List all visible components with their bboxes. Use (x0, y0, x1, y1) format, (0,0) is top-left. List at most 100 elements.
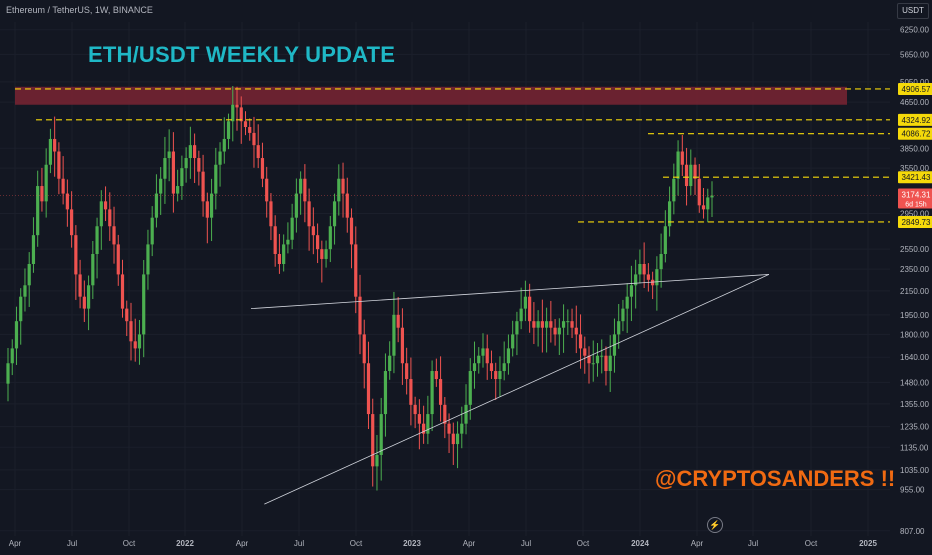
y-tick-label: 1640.00 (900, 353, 929, 362)
candle-body (706, 197, 710, 210)
resistance-zone-layer (15, 86, 847, 105)
candle-body (667, 201, 672, 227)
price-level-label: 2849.73 (902, 218, 931, 227)
x-tick-label: Oct (577, 539, 590, 548)
candle-body (413, 404, 417, 415)
candle-body (460, 423, 464, 434)
candle-body (430, 371, 434, 415)
candle-body (176, 186, 180, 194)
price-level-label: 3421.43 (902, 173, 931, 182)
candle-body (600, 355, 604, 357)
candle-body (375, 454, 379, 467)
candle-body (583, 348, 587, 356)
candle-body (625, 296, 629, 309)
candle-body (472, 363, 477, 372)
y-tick-label: 2550.00 (900, 245, 929, 254)
candle-body (345, 193, 349, 218)
candle-body (502, 363, 506, 372)
candle-body (273, 226, 277, 255)
candle-body (477, 355, 481, 364)
candle-body (595, 355, 600, 364)
resistance-zone (15, 86, 847, 105)
x-tick-label: 2024 (631, 539, 649, 548)
candle-body (10, 348, 14, 364)
candle-body (57, 151, 61, 179)
x-tick-label: 2025 (859, 539, 877, 548)
current-price-label-bg (898, 188, 932, 209)
candle-body (523, 296, 527, 309)
candle-body (36, 186, 40, 236)
candle-body (116, 244, 120, 275)
tradingview-logo-icon: ⚡ (707, 517, 723, 533)
candle-body (27, 263, 31, 286)
candle-body (214, 164, 218, 194)
x-tick-label: 2023 (403, 539, 421, 548)
candle-body (447, 423, 451, 434)
candle-body (226, 121, 231, 139)
candle-body (14, 321, 19, 349)
y-tick-label: 955.00 (900, 486, 925, 495)
candle-body (354, 244, 358, 297)
candle-body (498, 371, 502, 380)
y-tick-label: 3850.00 (900, 144, 929, 153)
y-tick-label: 1135.00 (900, 443, 929, 452)
candle-body (651, 279, 655, 286)
candle-body (40, 186, 44, 202)
chart-annotation-title: ETH/USDT WEEKLY UPDATE (88, 42, 396, 67)
candle-body (617, 321, 621, 335)
y-tick-label: 4650.00 (900, 98, 929, 107)
candle-body (485, 348, 489, 364)
candle-body (282, 244, 286, 264)
currency-button[interactable]: USDT (897, 3, 929, 19)
candle-body (239, 107, 243, 122)
candle-body (142, 274, 146, 335)
candle-body (426, 414, 430, 434)
candle-body (358, 296, 362, 335)
candle-body (252, 132, 256, 146)
candle-body (146, 244, 150, 275)
candle-body (379, 414, 383, 455)
candle-body (243, 121, 248, 128)
y-tick-label: 1950.00 (900, 311, 929, 320)
candle-body (256, 145, 260, 159)
candle-body (78, 274, 82, 297)
y-tick-label: 807.00 (900, 527, 925, 536)
candle-body (171, 151, 175, 194)
candle-body (180, 168, 184, 187)
candle-body (82, 296, 86, 309)
candle-body (70, 209, 74, 236)
x-tick-label: Jul (67, 539, 77, 548)
candle-body (231, 104, 235, 122)
candle-body (23, 285, 27, 297)
candle-body (299, 178, 303, 194)
candle-body (307, 201, 311, 227)
candle-body (646, 274, 650, 280)
candle-body (468, 371, 472, 405)
candle-body (451, 433, 455, 445)
candle-body (405, 363, 409, 380)
candle-body (366, 363, 371, 415)
candle-body (561, 321, 566, 328)
candle-body (532, 321, 536, 328)
x-tick-label: Apr (463, 539, 476, 548)
x-tick-label: Jul (748, 539, 758, 548)
candle-body (388, 355, 392, 372)
candle-body (710, 195, 714, 198)
y-tick-label: 5050.00 (900, 78, 929, 87)
candle-body (218, 151, 222, 165)
price-level-label-bg (898, 82, 932, 95)
candle-body (536, 321, 540, 328)
candle-body (655, 269, 659, 286)
candle-body (125, 308, 129, 322)
x-tick-label: Apr (9, 539, 22, 548)
candle-body (6, 363, 10, 384)
candle-body (320, 249, 324, 259)
candle-body (697, 178, 701, 206)
candle-body (570, 321, 574, 328)
candle-body (591, 363, 595, 365)
candle-body (409, 379, 413, 405)
candle-body (362, 334, 366, 364)
y-tick-label: 1800.00 (900, 330, 929, 339)
